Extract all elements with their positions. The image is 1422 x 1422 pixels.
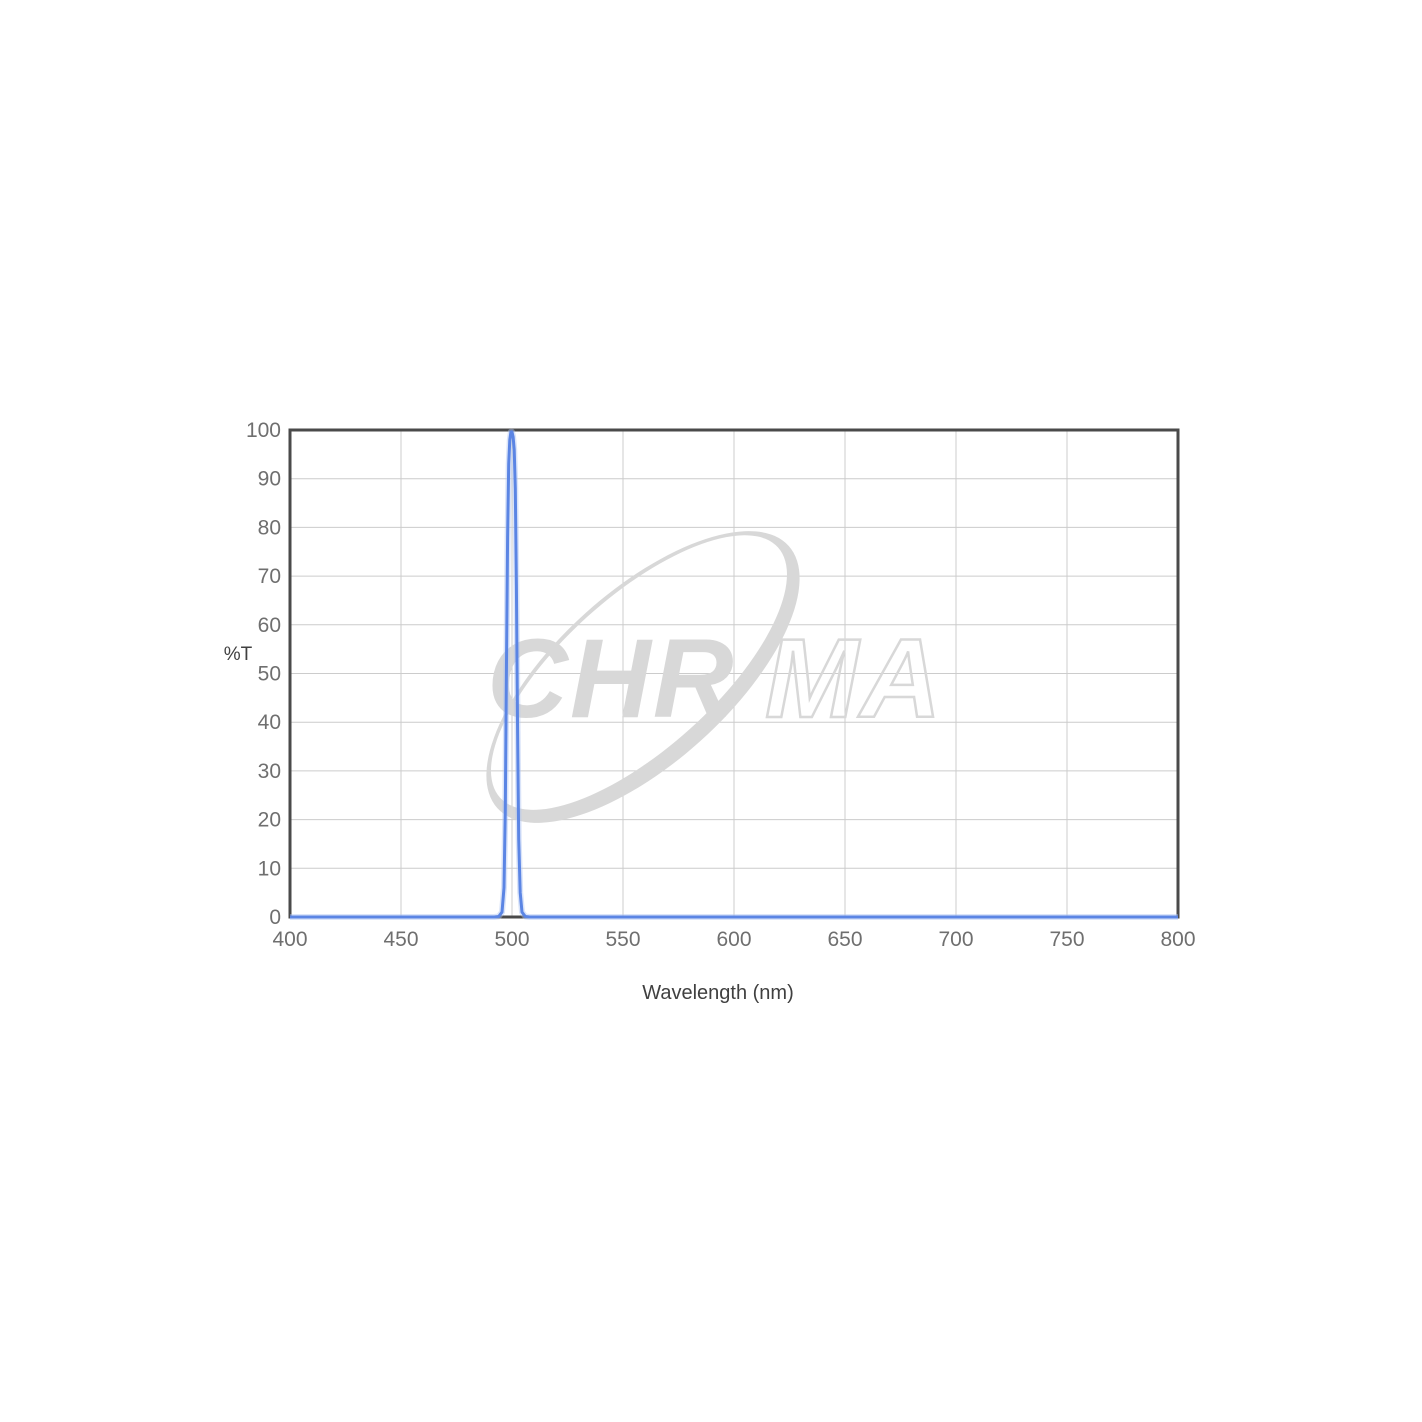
x-tick-label: 550 — [605, 928, 640, 951]
y-tick-label: 20 — [258, 809, 281, 832]
y-tick-label: 0 — [269, 906, 281, 929]
watermark-text-right: MA — [765, 616, 943, 741]
y-tick-label: 40 — [258, 711, 281, 734]
y-tick-label: 50 — [258, 663, 281, 686]
x-tick-label: 700 — [938, 928, 973, 951]
y-tick-label: 70 — [258, 565, 281, 588]
x-tick-label: 400 — [272, 928, 307, 951]
y-tick-label: 90 — [258, 468, 281, 491]
x-tick-label: 450 — [383, 928, 418, 951]
x-tick-label: 800 — [1160, 928, 1195, 951]
x-tick-label: 650 — [827, 928, 862, 951]
x-tick-label: 500 — [494, 928, 529, 951]
series-line — [290, 430, 1178, 919]
y-tick-label: 60 — [258, 614, 281, 637]
y-tick-label: 100 — [246, 419, 281, 442]
x-axis-title: Wavelength (nm) — [642, 982, 794, 1004]
y-tick-label: 10 — [258, 857, 281, 880]
x-tick-label: 600 — [716, 928, 751, 951]
watermark-text-left: CHR — [487, 616, 736, 741]
x-tick-label: 750 — [1049, 928, 1084, 951]
chroma-watermark: CHR MA — [486, 531, 943, 823]
y-tick-label: 30 — [258, 760, 281, 783]
y-tick-label: 80 — [258, 516, 281, 539]
y-axis-title: %T — [223, 644, 253, 665]
